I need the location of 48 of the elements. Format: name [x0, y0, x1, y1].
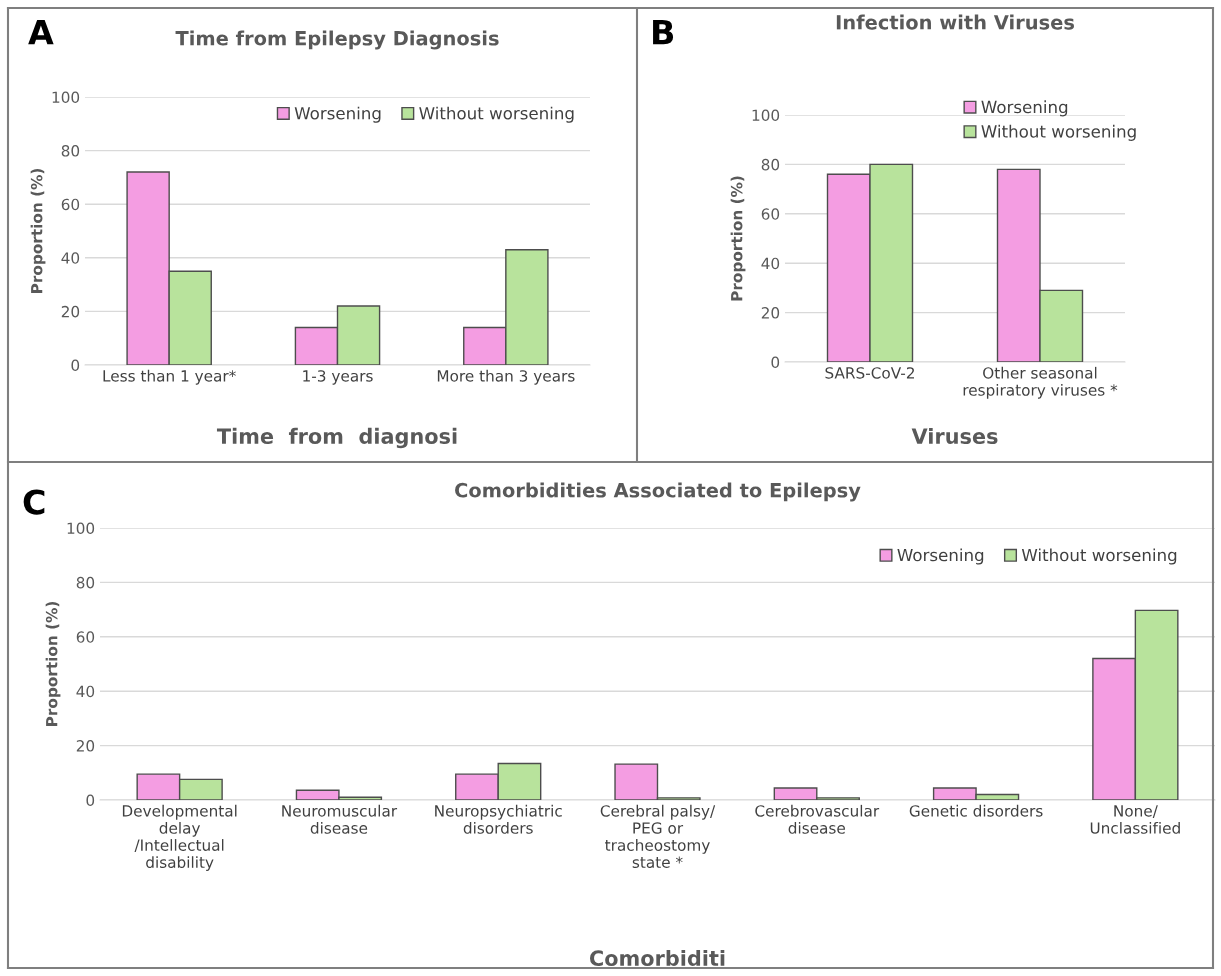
y-tick-label: 0: [71, 359, 80, 372]
text: A: [28, 19, 54, 45]
legend-label: Without worsening: [981, 124, 1136, 141]
x-tick-label: Other seasonal respiratory viruses *: [963, 366, 1118, 399]
y-tick-label: 80: [76, 576, 95, 589]
x-tick-label: Neuropsychiatric disorders: [435, 804, 562, 834]
x-tick-label: Developmental delay /Intellectual disability: [122, 804, 237, 871]
y-axis-title: Proportion (%): [730, 176, 746, 301]
y-tick-label: 60: [76, 631, 95, 643]
x-axis-title: Viruses: [911, 427, 998, 445]
y-tick-label: 40: [76, 685, 95, 698]
chart-title: Time from Epilepsy Diagnosis: [175, 30, 499, 50]
y-tick-label: 80: [761, 158, 780, 171]
y-tick-label: 80: [61, 145, 80, 157]
y-tick-label: 40: [61, 252, 80, 264]
x-tick-label: None/ Unclassified: [1090, 805, 1180, 834]
y-tick-label: 60: [61, 198, 80, 211]
y-tick-label: 100: [67, 522, 95, 535]
x-tick-label: Genetic disorders: [909, 804, 1043, 817]
text: C: [23, 489, 45, 515]
y-tick-label: 0: [86, 794, 95, 807]
legend-label: Without worsening: [419, 106, 574, 123]
x-tick-label: SARS-CoV-2: [825, 367, 914, 379]
x-tick-label: Cerebral palsy/ PEG or tracheostomy state *: [600, 804, 716, 869]
y-tick-label: 100: [752, 109, 780, 122]
x-tick-label: More than 3 years: [437, 369, 575, 385]
y-tick-label: 20: [761, 307, 780, 319]
y-axis-title: Proportion (%): [30, 168, 46, 293]
y-tick-label: 20: [76, 740, 95, 752]
x-axis-title: Comorbiditi: [589, 949, 725, 967]
x-tick-label: 1-3 years: [303, 370, 373, 385]
y-tick-label: 40: [761, 257, 780, 270]
x-tick-label: Cerebrovascular disease: [755, 804, 880, 834]
chart-title: Comorbidities Associated to Epilepsy: [455, 482, 861, 502]
legend-label: Without worsening: [1021, 548, 1177, 565]
legend-label: Worsening: [897, 548, 984, 565]
chart-title: Infection with Viruses: [836, 14, 1075, 30]
y-tick-label: 20: [61, 305, 80, 318]
y-tick-label: 100: [52, 91, 80, 104]
x-axis-title: Time from diagnosi: [216, 427, 457, 449]
y-tick-label: 0: [771, 356, 780, 369]
y-tick-label: 60: [761, 208, 780, 220]
text: B: [653, 19, 674, 45]
y-axis-title: Proportion (%): [45, 601, 61, 726]
legend-label: Worsening: [981, 100, 1068, 117]
x-tick-label: Neuromuscular disease: [282, 804, 398, 834]
legend-label: Worsening: [294, 106, 381, 123]
x-tick-label: Less than 1 year*: [103, 369, 236, 385]
